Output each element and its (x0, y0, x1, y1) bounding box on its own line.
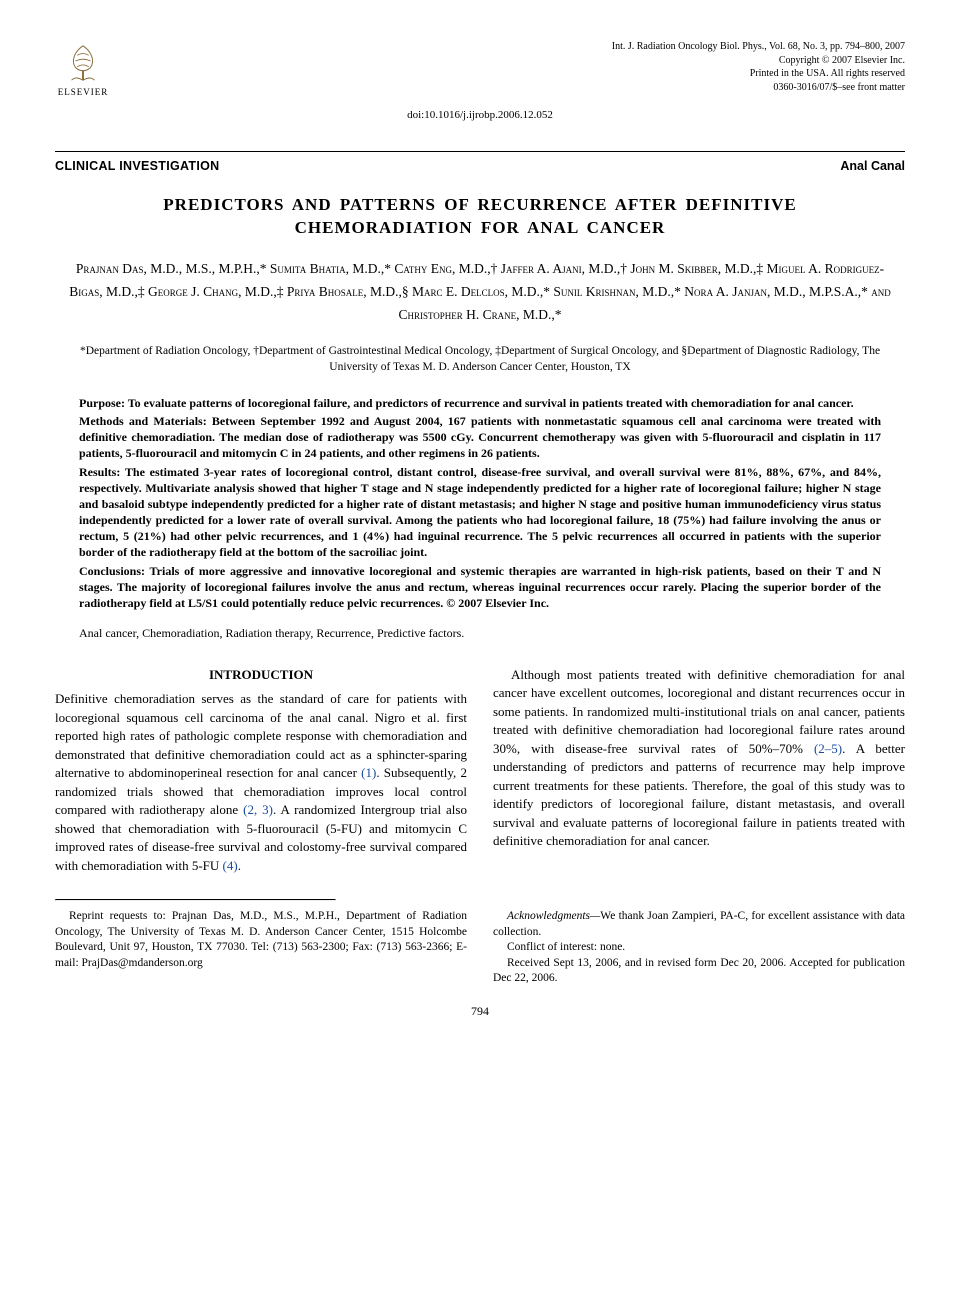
abstract-methods-label: Methods and Materials: (79, 414, 207, 428)
author-list: Prajnan Das, M.D., M.S., M.P.H.,* Sumita… (65, 258, 895, 327)
doi-line[interactable]: doi:10.1016/j.ijrobp.2006.12.052 (55, 108, 905, 123)
section-label: CLINICAL INVESTIGATION (55, 158, 219, 176)
abstract-results: The estimated 3-year rates of locoregion… (79, 465, 881, 560)
keywords: Anal cancer, Chemoradiation, Radiation t… (79, 625, 881, 642)
citation-journal: Int. J. Radiation Oncology Biol. Phys., … (612, 40, 905, 54)
abstract-purpose-label: Purpose: (79, 396, 125, 410)
body-col-left: INTRODUCTION Definitive chemoradiation s… (55, 666, 467, 877)
page-number: 794 (55, 1003, 905, 1020)
section-bar: CLINICAL INVESTIGATION Anal Canal (55, 151, 905, 176)
ref-link-2-5[interactable]: (2–5) (814, 741, 842, 756)
intro-text-2b: . A better understanding of predictors a… (493, 741, 905, 848)
publisher-logo: ELSEVIER (55, 40, 111, 100)
reprint-requests: Reprint requests to: Prajnan Das, M.D., … (55, 909, 467, 971)
received-dates: Received Sept 13, 2006, and in revised f… (493, 956, 905, 987)
abstract-purpose: To evaluate patterns of locoregional fai… (125, 396, 854, 410)
citation-block: Int. J. Radiation Oncology Biol. Phys., … (612, 40, 905, 94)
body-columns: INTRODUCTION Definitive chemoradiation s… (55, 666, 905, 877)
elsevier-tree-icon (63, 42, 103, 84)
paper-title: PREDICTORS AND PATTERNS OF RECURRENCE AF… (75, 194, 885, 240)
abstract-conclusions-label: Conclusions: (79, 564, 145, 578)
publisher-name: ELSEVIER (58, 86, 109, 99)
footer-columns: Reprint requests to: Prajnan Das, M.D., … (55, 909, 905, 987)
body-col-right: Although most patients treated with defi… (493, 666, 905, 877)
abstract-block: Purpose: To evaluate patterns of locoreg… (79, 395, 881, 611)
abstract-results-label: Results: (79, 465, 120, 479)
footer-col-left: Reprint requests to: Prajnan Das, M.D., … (55, 909, 467, 987)
footer-separator (55, 899, 336, 901)
page-header: ELSEVIER Int. J. Radiation Oncology Biol… (55, 40, 905, 100)
citation-copyright: Copyright © 2007 Elsevier Inc. (612, 54, 905, 68)
citation-printed: Printed in the USA. All rights reserved (612, 67, 905, 81)
introduction-heading: INTRODUCTION (55, 666, 467, 684)
citation-issn: 0360-3016/07/$–see front matter (612, 81, 905, 95)
affiliations: *Department of Radiation Oncology, †Depa… (69, 343, 891, 375)
ref-link-1[interactable]: (1) (361, 765, 376, 780)
conflict-of-interest: Conflict of interest: none. (493, 940, 905, 956)
ref-link-4[interactable]: (4) (223, 858, 238, 873)
footer-col-right: Acknowledgments—We thank Joan Zampieri, … (493, 909, 905, 987)
abstract-conclusions: Trials of more aggressive and innovative… (79, 564, 881, 610)
section-topic: Anal Canal (840, 158, 905, 176)
ref-link-2-3[interactable]: (2, 3) (243, 802, 273, 817)
intro-text-1d: . (238, 858, 241, 873)
acknowledgments-label: Acknowledgments— (507, 910, 600, 922)
